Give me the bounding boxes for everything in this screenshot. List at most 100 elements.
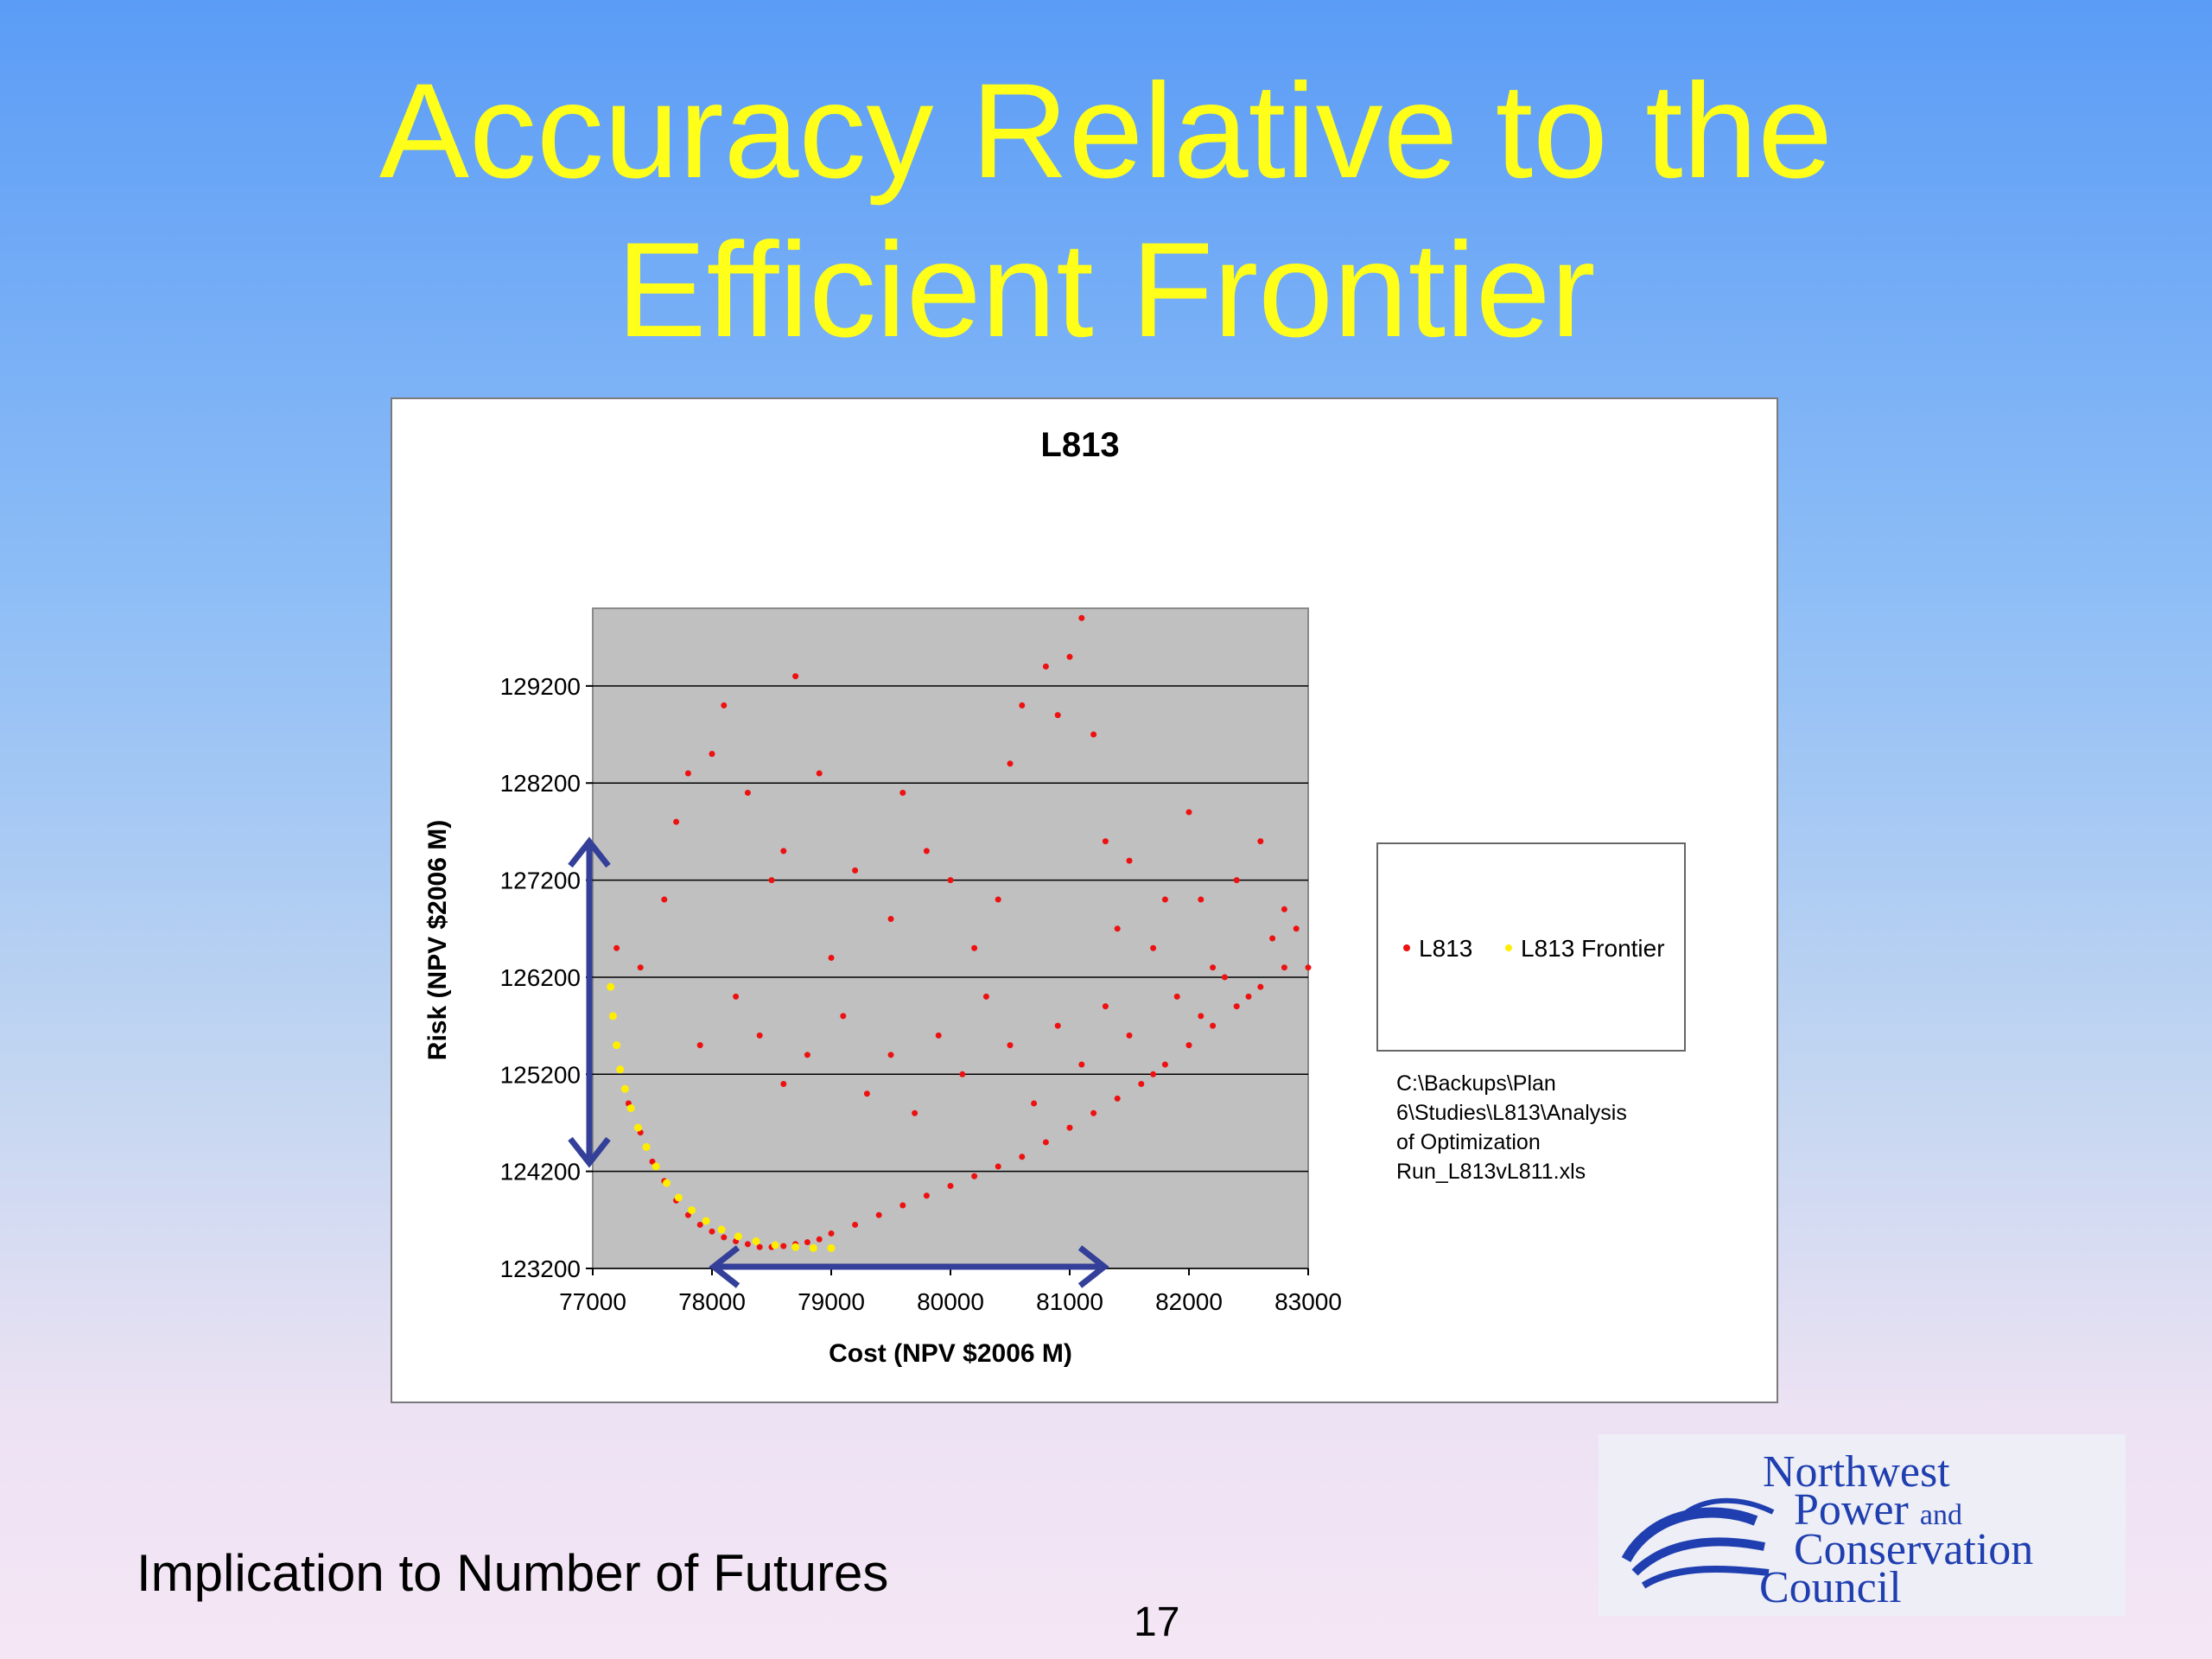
x-axis-label: Cost (NPV $2006 M): [829, 1339, 1072, 1368]
frontier-point: [633, 1123, 642, 1132]
l813-point: [1007, 1042, 1014, 1049]
y-tick-label: 126200: [500, 964, 581, 991]
organization-logo: Northwest Power and Conservation Council: [1599, 1434, 2126, 1616]
l813-point: [816, 770, 823, 777]
l813-point: [1042, 1139, 1049, 1146]
frontier-point: [827, 1243, 836, 1252]
frontier-point: [688, 1206, 696, 1215]
l813-point: [971, 1173, 978, 1179]
frontier-point: [791, 1243, 800, 1251]
frontier-point: [663, 1179, 671, 1187]
l813-point: [1173, 993, 1180, 1000]
frontier-point: [674, 1193, 683, 1202]
l813-point: [852, 1221, 859, 1228]
x-tick-label: 79000: [798, 1288, 865, 1315]
l813-point: [733, 993, 740, 1000]
frontier-point: [752, 1237, 760, 1246]
l813-point: [1293, 925, 1300, 932]
wave-logo-icon: [1621, 1497, 1775, 1589]
frontier-point: [652, 1162, 660, 1171]
y-axis-label: Risk (NPV $2006 M): [423, 820, 452, 1060]
legend-marker-frontier: [1505, 944, 1512, 951]
scatter-chart: L813 123200 124200 125200 126200 127200 12820…: [423, 426, 1686, 1368]
l813-point: [744, 789, 751, 796]
l813-point: [1185, 809, 1192, 816]
l813-point: [1210, 964, 1217, 971]
l813-point: [1031, 1100, 1038, 1107]
l813-point: [923, 1192, 930, 1199]
l813-point: [1161, 896, 1168, 903]
l813-point: [804, 1052, 810, 1058]
arrow-head-up: [568, 836, 611, 868]
l813-point: [780, 1081, 787, 1088]
l813-point: [995, 1163, 1001, 1170]
l813-point: [756, 1243, 763, 1250]
l813-point: [684, 770, 691, 777]
logo-line-3: Conservation: [1794, 1525, 2034, 1574]
l813-point: [912, 1109, 918, 1116]
l813-point: [816, 1236, 823, 1243]
l813-point: [1102, 1003, 1109, 1010]
l813-point: [947, 1183, 954, 1189]
l813-point: [982, 993, 989, 1000]
arrow-head-down: [568, 1136, 611, 1168]
frontier-point: [771, 1241, 779, 1249]
l813-point: [1245, 993, 1252, 1000]
x-tick-label: 78000: [678, 1288, 746, 1315]
l813-point: [673, 818, 680, 825]
l813-point: [828, 954, 835, 961]
x-tick-label: 77000: [559, 1288, 626, 1315]
arrow-head-right: [1077, 1245, 1109, 1288]
l813-point: [995, 896, 1001, 903]
l813-point: [1257, 983, 1264, 990]
frontier-point: [616, 1065, 625, 1074]
x-tick-label: 83000: [1274, 1288, 1342, 1315]
l813-point: [923, 848, 930, 855]
range-arrows: [568, 836, 1109, 1288]
l813-point: [1233, 1003, 1240, 1010]
l813-point: [887, 1052, 894, 1058]
footer-caption: Implication to Number of Futures: [137, 1544, 889, 1602]
l813-point: [959, 1071, 966, 1077]
plot-area: [592, 607, 1309, 1269]
logo-word-power: Power: [1794, 1485, 1909, 1535]
l813-point: [863, 1090, 870, 1097]
l813-point: [1114, 925, 1121, 932]
l813-point: [1054, 712, 1061, 719]
file-path-annotation: C:\Backups\Plan 6\Studies\L813\Analysis of…: [1396, 1071, 1627, 1184]
l813-point: [1090, 731, 1097, 738]
l813-point: [1233, 877, 1240, 884]
axis-ticks: 123200 124200 125200 126200 127200 128200 1292…: [500, 673, 1342, 1315]
l813-point: [684, 1211, 691, 1218]
y-tick-label: 123200: [500, 1255, 581, 1282]
slide-title-line-2: Efficient Frontier: [616, 215, 1596, 365]
legend-label-l813: L813: [1419, 935, 1472, 962]
l813-point: [1281, 964, 1287, 971]
data-points: [613, 614, 1312, 1250]
legend-box: [1376, 842, 1686, 1052]
chart-panel: L813 123200 124200 125200 126200 127200 12820…: [391, 397, 1778, 1403]
annotation-line: of Optimization: [1396, 1130, 1541, 1154]
frontier-point: [607, 982, 615, 991]
l813-point: [721, 1234, 728, 1241]
l813-point: [1019, 1154, 1026, 1160]
l813-point: [804, 1239, 810, 1246]
l813-point: [661, 896, 668, 903]
frontier-point: [642, 1143, 651, 1152]
l813-point: [899, 789, 906, 796]
l813-point: [721, 702, 728, 709]
x-tick-label: 82000: [1155, 1288, 1223, 1315]
l813-point: [1150, 1071, 1157, 1077]
l813-point: [1305, 964, 1312, 971]
l813-point: [1126, 1032, 1133, 1039]
l813-point: [756, 1032, 763, 1039]
x-tick-label: 81000: [1036, 1288, 1103, 1315]
l813-point: [1161, 1061, 1168, 1068]
slide-title: Accuracy Relative to the Efficient Front…: [0, 52, 2212, 370]
l813-point: [709, 751, 715, 758]
l813-point: [1257, 838, 1264, 845]
slide-title-line-1: Accuracy Relative to the: [378, 56, 1834, 207]
logo-line-1: Northwest: [1763, 1447, 1950, 1497]
frontier-point: [702, 1217, 710, 1225]
logo-line-2: Power and: [1794, 1484, 1962, 1535]
